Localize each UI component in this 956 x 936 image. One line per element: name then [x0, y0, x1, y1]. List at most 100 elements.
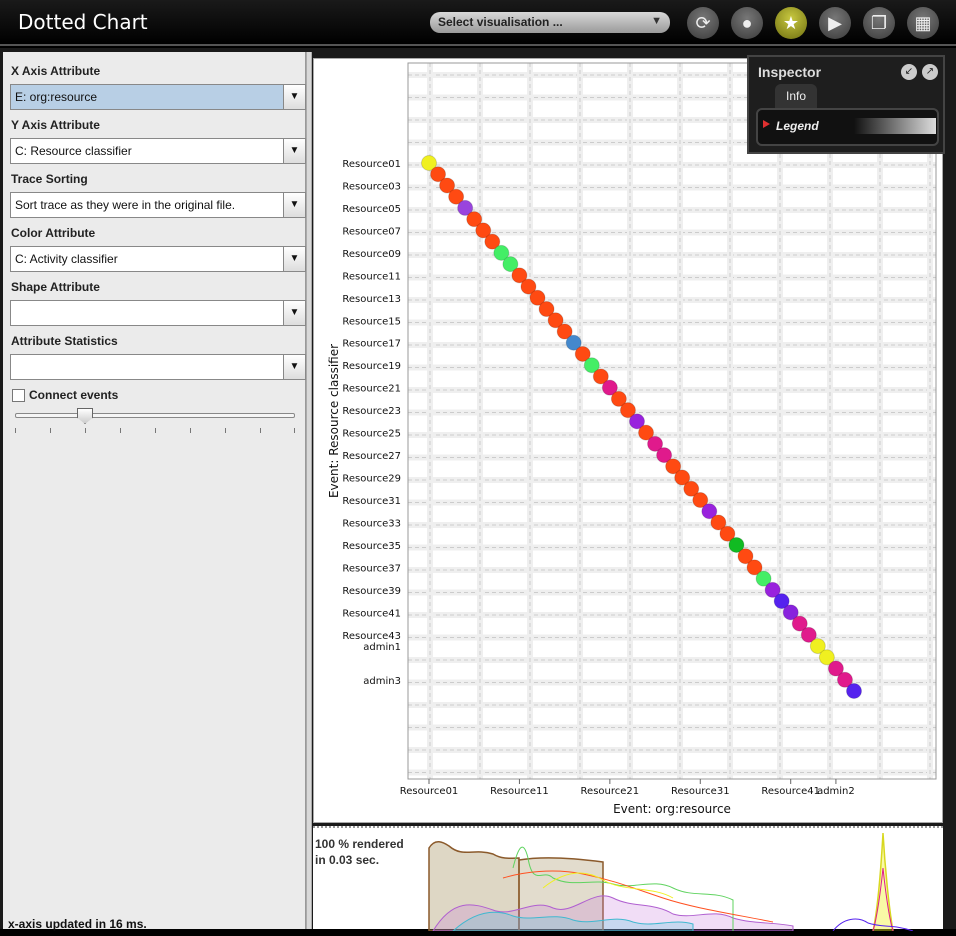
data-point: [484, 233, 501, 250]
data-point: [800, 626, 817, 643]
overview-panel: 100 % rendered in 0.03 sec.: [313, 826, 943, 932]
y-tick-label: Resource39: [342, 586, 401, 597]
data-point: [610, 390, 627, 407]
x-axis-title: Event: org:resource: [613, 802, 731, 816]
chevron-down-icon: ▼: [651, 15, 662, 27]
data-point: [439, 177, 456, 194]
play-icon[interactable]: ▶: [819, 7, 851, 39]
y-tick-label: Resource25: [342, 429, 401, 440]
chevron-down-icon[interactable]: ▼: [283, 301, 305, 325]
x-tick-label: Resource11: [490, 786, 549, 797]
x-tick-label: Resource21: [581, 786, 640, 797]
render-status-line2: in 0.03 sec.: [315, 853, 380, 867]
y-tick-label: Resource09: [342, 249, 401, 260]
attribute-statistics-select[interactable]: ▼: [10, 354, 306, 380]
trace-sorting-label: Trace Sorting: [11, 172, 88, 186]
x-axis-value: E: org:resource: [15, 90, 98, 104]
x-tick-label: Resource01: [400, 786, 459, 797]
grid-icon[interactable]: ▦: [907, 7, 939, 39]
data-point: [592, 368, 609, 385]
data-point: [665, 458, 682, 475]
data-point: [430, 166, 447, 183]
overview-sparklines: [428, 832, 914, 932]
y-axis-select[interactable]: C: Resource classifier ▼: [10, 138, 306, 164]
trace-sorting-select[interactable]: Sort trace as they were in the original …: [10, 192, 306, 218]
dotted-chart[interactable]: Resource01 Resource03 Resource05 Resource07…: [314, 59, 944, 824]
y-tick-label: Resource05: [342, 204, 401, 215]
slider-tick: [294, 428, 295, 433]
connect-events-checkbox[interactable]: [12, 389, 25, 402]
refresh-icon[interactable]: ⟳: [687, 7, 719, 39]
data-point: [683, 480, 700, 497]
visualisation-select-label: Select visualisation ...: [438, 15, 563, 29]
data-point: [710, 514, 727, 531]
drop-icon[interactable]: ●: [731, 7, 763, 39]
data-point: [565, 334, 582, 351]
y-tick-label: Resource33: [342, 518, 401, 529]
data-point: [574, 345, 591, 362]
data-point: [583, 357, 600, 374]
status-text: x-axis updated in 16 ms.: [8, 917, 147, 931]
tab-info[interactable]: Info: [775, 84, 817, 108]
data-point: [674, 469, 691, 486]
inspector-body: Legend: [756, 108, 939, 146]
star-icon[interactable]: ★: [775, 7, 807, 39]
data-point: [846, 683, 862, 699]
data-point: [502, 256, 519, 273]
data-point: [538, 301, 555, 318]
zoom-slider-thumb[interactable]: [77, 408, 93, 424]
data-point: [656, 447, 673, 464]
slider-tick: [190, 428, 191, 433]
data-point: [827, 660, 844, 677]
data-point: [836, 671, 853, 688]
x-axis-select[interactable]: E: org:resource ▼: [10, 84, 306, 110]
minimize-icon[interactable]: ↙: [901, 64, 917, 80]
y-axis-title: Event: Resource classifier: [327, 344, 341, 498]
render-status-line1: 100 % rendered: [315, 837, 404, 851]
data-point: [601, 379, 618, 396]
data-point: [728, 536, 745, 553]
chevron-down-icon[interactable]: ▼: [283, 193, 305, 217]
zoom-slider[interactable]: [15, 413, 295, 418]
legend-label[interactable]: Legend: [776, 119, 819, 133]
chevron-down-icon[interactable]: ▼: [283, 355, 305, 379]
y-tick-label: Resource13: [342, 294, 401, 305]
chevron-down-icon[interactable]: ▼: [283, 85, 305, 109]
data-point: [791, 615, 808, 632]
y-tick-label: Resource15: [342, 316, 401, 327]
data-point: [421, 155, 437, 171]
connect-events-label: Connect events: [29, 388, 119, 402]
data-point: [628, 413, 645, 430]
color-attribute-select[interactable]: C: Activity classifier ▼: [10, 246, 306, 272]
chevron-down-icon[interactable]: ▼: [283, 247, 305, 271]
detach-icon[interactable]: ↗: [922, 64, 938, 80]
inspector-title: Inspector: [758, 64, 822, 80]
split-divider[interactable]: [306, 52, 312, 929]
y-tick-label: Resource07: [342, 226, 401, 237]
slider-tick: [15, 428, 16, 433]
expand-arrow-icon[interactable]: [763, 120, 770, 128]
data-point: [547, 312, 564, 329]
copy-icon[interactable]: ❐: [863, 7, 895, 39]
data-point: [529, 289, 546, 306]
y-tick-label: Resource17: [342, 339, 401, 350]
slider-tick: [85, 428, 86, 433]
data-point: [448, 188, 465, 205]
y-tick-label: Resource43: [342, 631, 401, 642]
trace-sorting-value: Sort trace as they were in the original …: [15, 198, 236, 212]
data-point: [556, 323, 573, 340]
data-point: [619, 402, 636, 419]
shape-attribute-select[interactable]: ▼: [10, 300, 306, 326]
data-point: [746, 559, 763, 576]
chevron-down-icon[interactable]: ▼: [283, 139, 305, 163]
data-point: [719, 525, 736, 542]
slider-tick: [50, 428, 51, 433]
plot-frame: [407, 62, 937, 780]
y-tick-label: Resource23: [342, 406, 401, 417]
y-tick-label: Resource21: [342, 384, 401, 395]
dotted-chart-panel: Resource01 Resource03 Resource05 Resource07…: [313, 58, 943, 823]
visualisation-select[interactable]: Select visualisation ... ▼: [430, 12, 670, 33]
x-tick-label: admin2: [817, 786, 855, 797]
data-point: [818, 649, 835, 666]
data-point: [466, 211, 483, 228]
